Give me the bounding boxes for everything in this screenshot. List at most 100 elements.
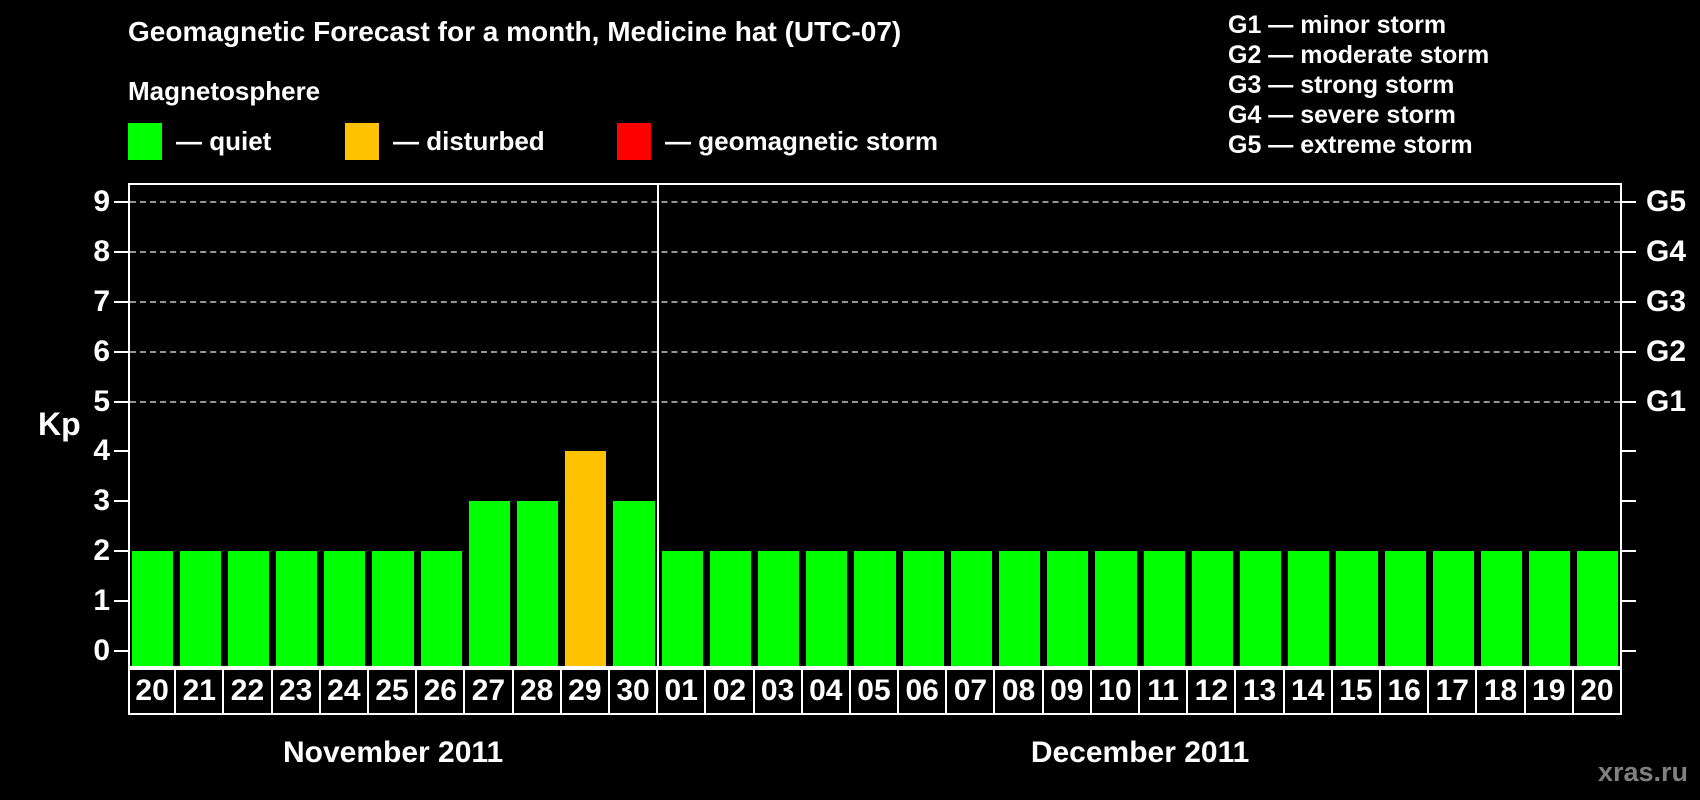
day-label-cell: 23 (270, 668, 321, 715)
kp-bar (613, 501, 655, 666)
day-label-cell: 13 (1234, 668, 1285, 715)
gridline (130, 400, 1620, 403)
storm-scale-g5: G5 — extreme storm (1228, 131, 1473, 159)
page-title: Geomagnetic Forecast for a month, Medici… (128, 16, 902, 47)
y-axis-label: Kp (38, 406, 81, 442)
kp-bar (517, 501, 559, 666)
plot-area (128, 183, 1622, 668)
day-label-cell: 09 (1041, 668, 1092, 715)
y-tick-label: 8 (93, 234, 110, 268)
y-tick-label: 0 (93, 634, 110, 667)
kp-bar (998, 551, 1041, 666)
kp-bar (854, 551, 896, 666)
y-tick-label: 1 (93, 584, 110, 618)
day-label-cell: 29 (559, 668, 610, 715)
day-label-cell: 04 (800, 668, 851, 715)
legend-item-storm: — geomagnetic storm (617, 122, 938, 160)
gridline (130, 250, 1620, 253)
legend-item-label: — disturbed (393, 125, 545, 156)
day-label-cell: 25 (366, 668, 418, 715)
month-separator-line (657, 183, 660, 668)
y-tick-label: 2 (93, 534, 110, 568)
kp-bar (1384, 551, 1426, 666)
storm-scale-g4: G4 — severe storm (1228, 101, 1456, 129)
kp-bar (1529, 551, 1571, 666)
day-label-cell: 30 (607, 668, 659, 715)
day-label-cell: 10 (1089, 668, 1141, 715)
y-tick-label: 3 (93, 484, 110, 518)
kp-bar (1191, 551, 1233, 666)
day-label-cell: 15 (1330, 668, 1382, 715)
g-scale-label: G5 (1646, 184, 1687, 218)
y-tick-label: 5 (93, 384, 110, 418)
y-axis-tick (114, 650, 128, 652)
day-label-cell: 27 (463, 668, 514, 715)
kp-bar (661, 551, 703, 666)
day-label-cell: 02 (704, 668, 755, 715)
right-axis-tick (1622, 250, 1636, 253)
day-label-cell: 21 (174, 668, 225, 715)
right-axis-tick (1622, 300, 1636, 303)
y-axis-tick (114, 300, 128, 303)
kp-bar (565, 451, 607, 666)
storm-scale-legend: G1 — minor storm G2 — moderate storm G3 … (1228, 10, 1489, 160)
kp-bar (758, 551, 800, 666)
day-label-cell: 06 (897, 668, 948, 715)
day-label-cell: 05 (848, 668, 900, 715)
day-label-cell: 16 (1379, 668, 1430, 715)
right-axis-tick (1622, 350, 1636, 353)
kp-bar (131, 551, 173, 666)
legend-item-label: — quiet (176, 125, 272, 156)
storm-scale-g2: G2 — moderate storm (1228, 41, 1490, 69)
storm-color-swatch (617, 122, 651, 160)
day-label-cell: 18 (1475, 668, 1526, 715)
y-tick-label: 4 (93, 434, 110, 468)
kp-bar (420, 551, 462, 666)
storm-scale-g1: G1 — minor storm (1228, 11, 1447, 39)
y-axis-tick (114, 200, 128, 203)
day-label-cell: 08 (993, 668, 1044, 715)
g-scale-label: G2 (1646, 334, 1687, 368)
kp-bar (372, 551, 414, 666)
kp-bar (806, 551, 848, 666)
day-label-cell: 19 (1523, 668, 1574, 715)
magnetosphere-legend-heading: Magnetosphere (128, 76, 321, 106)
kp-bar (468, 501, 511, 666)
gridline (130, 200, 1620, 203)
kp-bar (324, 551, 366, 666)
legend-item-disturbed: — disturbed (345, 122, 545, 160)
day-label-cell: 14 (1282, 668, 1333, 715)
y-tick-label: 6 (93, 334, 110, 368)
y-axis-tick (114, 450, 128, 453)
kp-bar (1432, 551, 1474, 666)
day-label-cell: 24 (318, 668, 369, 715)
kp-bar (1047, 551, 1089, 666)
quiet-color-swatch (128, 122, 162, 160)
right-axis-tick (1622, 550, 1636, 553)
gridline (130, 300, 1620, 303)
right-axis-tick (1622, 600, 1636, 603)
right-axis-tick (1622, 650, 1636, 652)
gridline (130, 350, 1620, 353)
day-label-cell: 12 (1186, 668, 1237, 715)
y-axis-tick (114, 500, 128, 503)
month-label: December 2011 (1030, 736, 1250, 769)
g-scale-label: G4 (1646, 234, 1687, 268)
legend-item-label: — geomagnetic storm (665, 125, 939, 156)
kp-bar (1480, 551, 1523, 666)
day-label-cell: 26 (415, 668, 466, 715)
day-label-cell: 03 (752, 668, 803, 715)
right-axis-tick (1622, 400, 1636, 403)
y-axis-tick (114, 600, 128, 603)
right-axis-tick (1622, 200, 1636, 203)
kp-bar (902, 551, 944, 666)
y-axis-tick (114, 550, 128, 553)
day-label-cell: 22 (222, 668, 273, 715)
storm-scale-g3: G3 — strong storm (1228, 71, 1455, 99)
day-label-cell: 11 (1138, 668, 1189, 715)
kp-bar (227, 551, 270, 666)
day-label-cell: 07 (945, 668, 996, 715)
watermark: xras.ru (1597, 757, 1688, 787)
y-axis-tick (114, 250, 128, 253)
